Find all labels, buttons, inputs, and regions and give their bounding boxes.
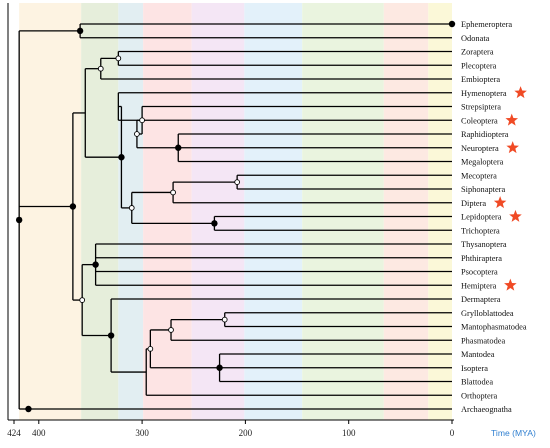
node-open-circle	[134, 131, 140, 137]
node-dot	[118, 154, 125, 161]
node-dot	[76, 27, 84, 35]
node-open-circle	[234, 179, 240, 185]
taxon-label: Orthoptera	[461, 391, 498, 400]
node-dot	[25, 405, 32, 413]
star-markers	[493, 86, 527, 291]
geologic-period-bands	[19, 3, 452, 420]
node-open-circle	[115, 55, 122, 62]
node-open-circle	[221, 316, 228, 323]
taxon-label: Phthiraptera	[461, 254, 502, 263]
taxon-label: Plecoptera	[461, 61, 497, 70]
taxon-label: Diptera	[461, 199, 486, 208]
taxon-label: Trichoptera	[461, 226, 500, 235]
taxon-label: Thysanoptera	[461, 240, 507, 249]
period-band	[118, 3, 144, 420]
period-band	[191, 3, 245, 420]
node-dot	[107, 332, 115, 339]
taxon-label: Blattodea	[461, 378, 493, 387]
taxon-label: Megaloptera	[461, 158, 504, 167]
taxon-label: Zoraptera	[461, 48, 494, 57]
period-band	[81, 3, 119, 420]
taxon-label: Coleoptera	[461, 116, 498, 125]
node-dot	[15, 216, 23, 224]
taxon-label: Embioptera	[461, 75, 500, 84]
red-star-icon	[493, 196, 507, 209]
taxon-label: Dermaptera	[461, 295, 501, 304]
node-dot	[69, 203, 77, 210]
period-band	[302, 3, 384, 420]
time-axis: Time (MYA) 424 400 300 200 100 0	[7, 3, 536, 438]
taxon-label: Mantodea	[461, 350, 495, 359]
node-open-circle	[79, 297, 86, 303]
node-dot	[175, 144, 182, 151]
period-band	[383, 3, 429, 420]
taxon-label: Archaeognatha	[461, 405, 512, 414]
red-star-icon	[514, 86, 527, 99]
red-star-icon	[509, 209, 522, 222]
axis-tick-label: 200	[239, 428, 253, 438]
taxon-label: Raphidioptera	[461, 130, 509, 139]
taxon-label: Lepidoptera	[461, 213, 502, 222]
red-star-icon	[504, 278, 517, 291]
node-open-circle	[97, 65, 104, 72]
taxon-label: Phasmatodea	[461, 336, 505, 345]
taxon-label: Strepsiptera	[461, 103, 501, 112]
taxon-label: Isoptera	[461, 364, 488, 373]
axis-tick-label: 0	[450, 428, 455, 438]
axis-tick-label: 300	[135, 428, 149, 438]
taxon-label: Odonata	[461, 34, 490, 43]
taxon-label: Neuroptera	[461, 144, 499, 153]
tree-nodes	[15, 20, 456, 413]
axis-tick-label: 424	[7, 428, 21, 438]
red-star-icon	[505, 113, 519, 126]
tip-dot	[448, 20, 456, 28]
period-band	[244, 3, 303, 420]
red-star-icon	[506, 141, 519, 154]
taxon-label: Ephemeroptera	[461, 20, 512, 29]
taxon-label: Mecoptera	[461, 171, 497, 180]
node-dot	[211, 220, 218, 227]
node-dot	[92, 261, 99, 268]
taxon-label: Psocoptera	[461, 268, 498, 277]
taxon-labels: Ephemeroptera Odonata Zoraptera Plecoptera E…	[461, 20, 527, 414]
period-band	[428, 3, 452, 420]
taxon-label: Grylloblattodea	[461, 309, 514, 318]
node-open-circle	[128, 205, 135, 211]
axis-tick-label: 400	[32, 428, 46, 438]
node-open-circle	[170, 189, 176, 196]
taxon-label: Mantophasmatodea	[461, 323, 527, 332]
node-open-circle	[168, 327, 174, 333]
node-dot	[216, 364, 223, 371]
axis-title: Time (MYA)	[491, 428, 536, 438]
node-open-circle	[139, 117, 145, 124]
taxon-label: Siphonaptera	[461, 185, 505, 194]
period-band	[19, 3, 82, 420]
axis-tick-label: 100	[342, 428, 356, 438]
taxon-label: Hemiptera	[461, 281, 497, 290]
node-open-circle	[147, 345, 154, 352]
taxon-label: Hymenoptera	[461, 89, 507, 98]
